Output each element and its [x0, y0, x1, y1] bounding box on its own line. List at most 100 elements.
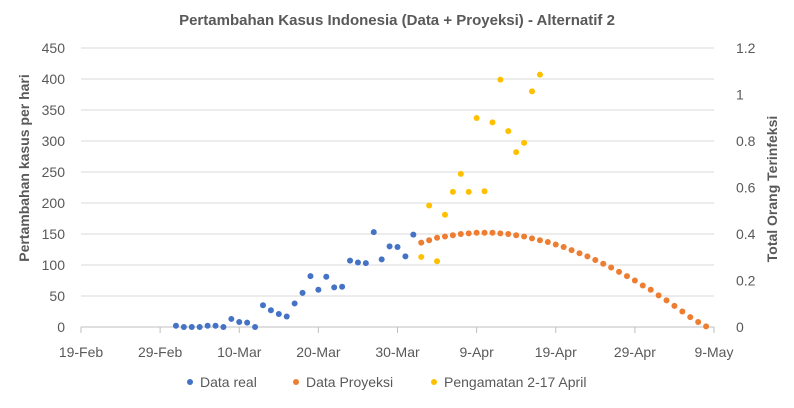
- data-point: [449, 188, 456, 195]
- y-tick-label: 450: [42, 40, 66, 56]
- y-axis-title: Pertambahan kasus per hari: [16, 74, 32, 262]
- data-point: [513, 232, 520, 239]
- y-tick-label: 200: [42, 195, 66, 211]
- data-point: [212, 322, 219, 329]
- y2-tick-label: 0.2: [736, 273, 756, 289]
- data-point: [441, 211, 448, 218]
- data-point: [576, 250, 583, 257]
- data-point: [671, 302, 678, 309]
- series-pengamatan-2-17-april: [418, 71, 543, 265]
- legend-label: Pengamatan 2-17 April: [444, 374, 586, 390]
- y-tick-label: 250: [42, 164, 66, 180]
- y2-tick-label: 0.4: [736, 226, 756, 242]
- data-point: [188, 324, 195, 330]
- data-point: [291, 300, 298, 307]
- data-point: [695, 319, 702, 326]
- data-point: [196, 324, 203, 330]
- data-point: [655, 292, 662, 299]
- data-point: [434, 258, 441, 265]
- data-point: [513, 149, 520, 156]
- data-point: [180, 324, 187, 330]
- y2-axis-ticks: 0 0.2 0.4 0.6 0.8 1 1.2: [736, 40, 756, 335]
- data-point: [536, 71, 543, 78]
- data-point: [608, 264, 615, 271]
- data-point: [323, 273, 330, 280]
- data-point: [473, 115, 480, 122]
- y2-tick-label: 1: [736, 87, 744, 103]
- data-point: [347, 257, 354, 264]
- y2-tick-label: 0: [736, 319, 744, 335]
- data-point: [481, 229, 488, 236]
- data-point: [552, 241, 559, 248]
- x-tick-label: 19-Feb: [59, 344, 104, 360]
- series-data-proyeksi: [418, 229, 710, 330]
- x-axis-ticks: 19-Feb 29-Feb 10-Mar 20-Mar 30-Mar 9-Apr 19-Ap…: [59, 327, 734, 360]
- data-point: [220, 324, 227, 330]
- data-point: [592, 257, 599, 264]
- y2-tick-label: 0.6: [736, 180, 756, 196]
- data-point: [378, 256, 385, 263]
- data-point: [497, 76, 504, 83]
- data-point: [426, 202, 433, 209]
- data-point: [315, 286, 322, 293]
- data-point: [457, 231, 464, 237]
- data-point: [647, 286, 654, 293]
- y-tick-label: 400: [42, 71, 66, 87]
- data-point: [228, 315, 235, 322]
- data-point: [339, 283, 346, 290]
- data-point: [244, 319, 251, 326]
- data-point: [600, 260, 607, 267]
- data-point: [426, 237, 433, 244]
- data-point: [418, 239, 425, 246]
- data-point: [370, 229, 377, 236]
- data-point: [394, 244, 401, 251]
- data-point: [481, 188, 488, 195]
- data-point: [465, 230, 472, 237]
- data-point: [536, 237, 543, 244]
- x-tick-label: 9-Apr: [460, 344, 495, 360]
- data-point: [172, 322, 179, 329]
- data-point: [623, 273, 630, 280]
- data-point: [521, 139, 528, 146]
- x-tick-label: 20-Mar: [296, 344, 341, 360]
- x-tick-label: 29-Apr: [614, 344, 656, 360]
- y-axis-ticks: 0 50 100 150 200 250 300 350 400 450: [42, 40, 66, 335]
- legend-marker: [431, 379, 437, 385]
- data-point: [529, 88, 536, 95]
- data-point: [362, 260, 369, 267]
- data-point: [497, 230, 504, 237]
- data-point: [505, 128, 512, 135]
- x-tick-label: 29-Feb: [138, 344, 183, 360]
- data-point: [631, 277, 638, 284]
- data-point: [529, 235, 536, 242]
- y2-axis-title: Total Orang Terinfeksi: [764, 116, 780, 263]
- legend-marker: [293, 379, 299, 385]
- data-point: [616, 268, 623, 275]
- data-point: [703, 323, 710, 330]
- x-tick-label: 9-May: [695, 344, 734, 360]
- data-point: [275, 310, 282, 317]
- data-point: [236, 319, 243, 326]
- data-point: [521, 233, 528, 240]
- data-point: [441, 233, 448, 240]
- y-tick-label: 350: [42, 102, 66, 118]
- data-point: [283, 313, 290, 320]
- legend-marker: [187, 379, 193, 385]
- data-point: [687, 314, 694, 321]
- chart-title: Pertambahan Kasus Indonesia (Data + Proy…: [179, 12, 615, 29]
- data-point: [204, 322, 211, 329]
- data-point: [568, 247, 575, 254]
- data-point: [418, 253, 425, 260]
- y-tick-label: 0: [57, 319, 65, 335]
- data-point: [449, 232, 456, 239]
- data-point: [457, 170, 464, 177]
- y2-tick-label: 0.8: [736, 133, 756, 149]
- data-point: [354, 259, 361, 266]
- data-point: [473, 229, 480, 236]
- data-point: [299, 289, 306, 296]
- data-point: [307, 273, 314, 280]
- data-point: [331, 284, 338, 291]
- y-tick-label: 50: [49, 288, 65, 304]
